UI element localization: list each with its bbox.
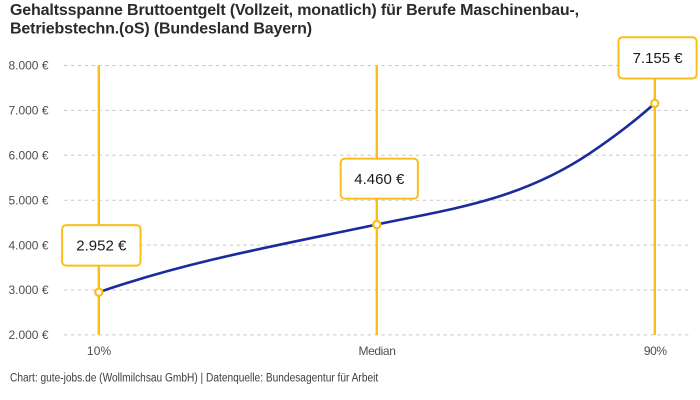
svg-text:5.000 €: 5.000 € xyxy=(8,193,48,207)
svg-text:4.460 €: 4.460 € xyxy=(354,171,405,188)
svg-text:Betriebstechn.(oS) (Bundesland: Betriebstechn.(oS) (Bundesland Bayern) xyxy=(10,20,312,37)
svg-text:6.000 €: 6.000 € xyxy=(8,149,48,163)
svg-text:90%: 90% xyxy=(644,344,668,358)
svg-text:7.000 €: 7.000 € xyxy=(8,104,48,118)
svg-text:2.952 €: 2.952 € xyxy=(76,238,127,255)
svg-text:3.000 €: 3.000 € xyxy=(8,283,48,297)
svg-text:Chart: gute-jobs.de (Wollmilch: Chart: gute-jobs.de (Wollmilchsau GmbH) … xyxy=(10,372,378,385)
svg-text:8.000 €: 8.000 € xyxy=(8,59,48,73)
svg-text:7.155 €: 7.155 € xyxy=(633,50,684,67)
svg-text:Gehaltsspanne Bruttoentgelt (V: Gehaltsspanne Bruttoentgelt (Vollzeit, m… xyxy=(10,2,579,19)
svg-text:4.000 €: 4.000 € xyxy=(8,238,48,252)
svg-text:Median: Median xyxy=(359,344,396,358)
svg-text:2.000 €: 2.000 € xyxy=(8,328,48,342)
svg-text:10%: 10% xyxy=(87,344,112,358)
